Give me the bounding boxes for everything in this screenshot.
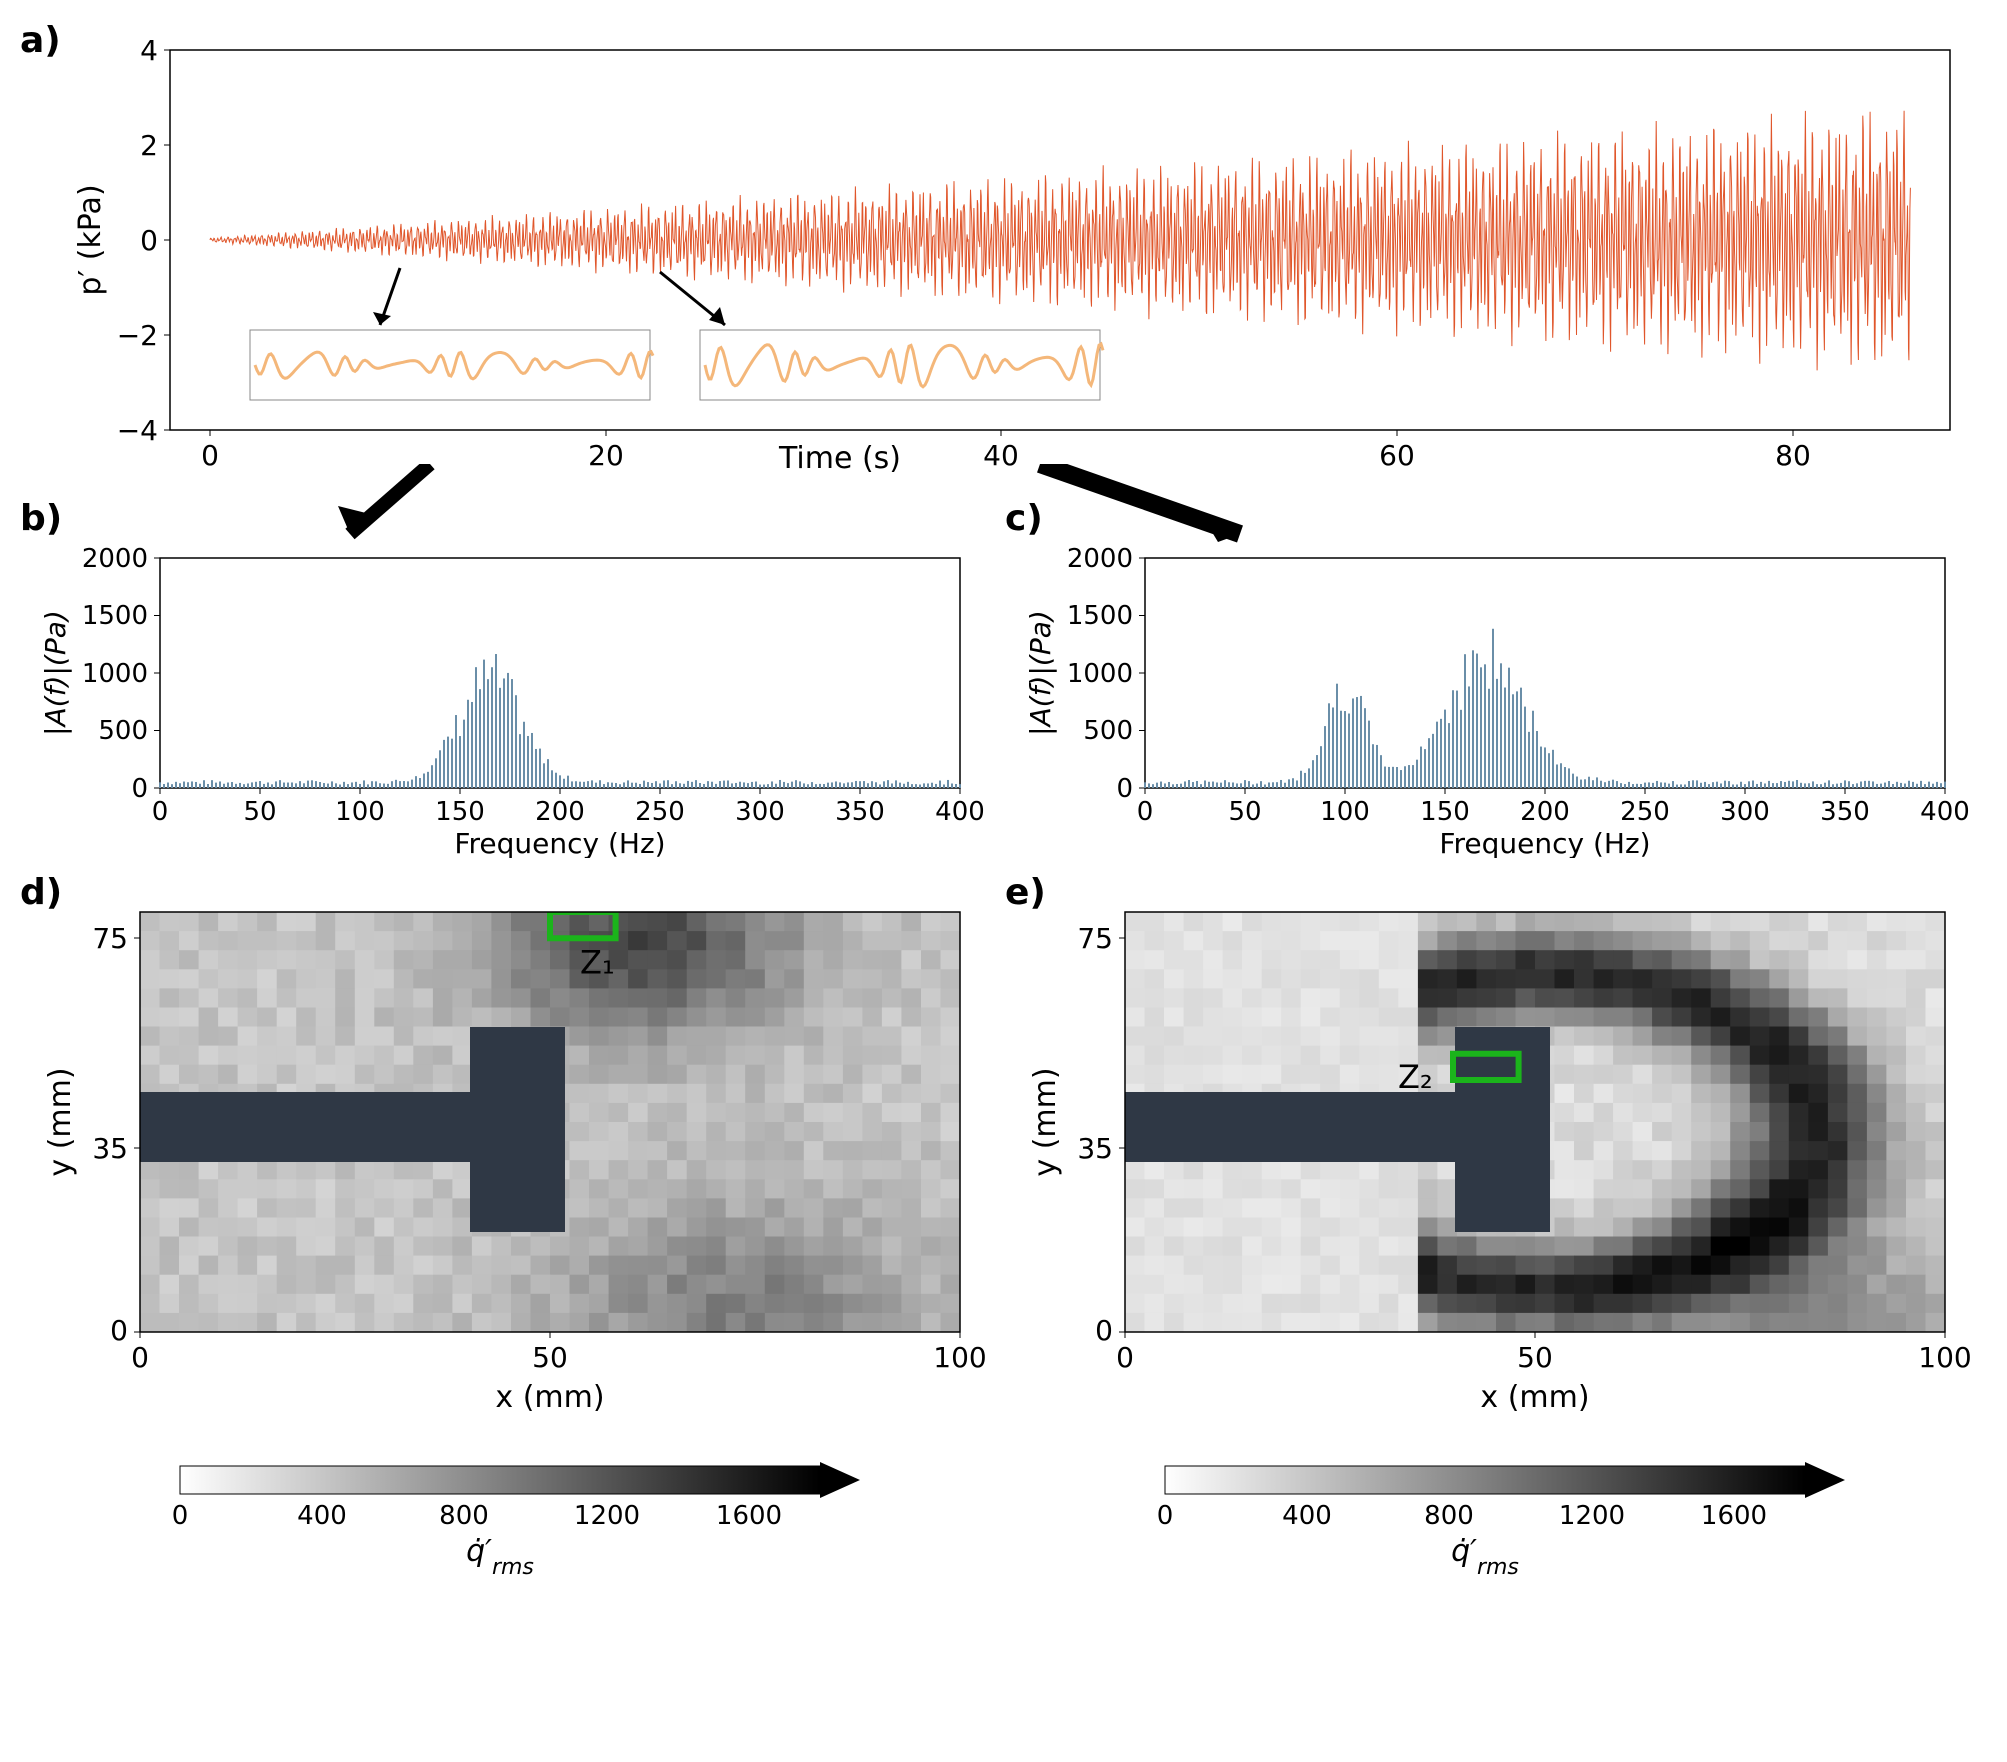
svg-text:350: 350 [1820, 797, 1870, 827]
colorbar-d-label: q̇′rms [466, 1534, 534, 1580]
panel-c-xlabel: Frequency (Hz) [1439, 827, 1650, 858]
svg-text:0: 0 [131, 1341, 149, 1374]
svg-text:400: 400 [1920, 797, 1970, 827]
panel-e-ylabel: y (mm) [1028, 1067, 1063, 1176]
svg-text:2000: 2000 [82, 544, 148, 574]
panel-a-inset2 [660, 272, 1103, 400]
panel-d-label: d) [20, 872, 62, 913]
svg-text:0: 0 [1116, 774, 1133, 804]
panel-a-label: a) [20, 20, 61, 61]
svg-text:0: 0 [1157, 1501, 1174, 1531]
svg-text:250: 250 [1620, 797, 1670, 827]
svg-text:100: 100 [1320, 797, 1370, 827]
svg-text:500: 500 [1083, 716, 1133, 746]
svg-text:400: 400 [1282, 1501, 1332, 1531]
svg-text:100: 100 [1918, 1341, 1970, 1374]
svg-text:50: 50 [532, 1341, 568, 1374]
panel-a-yticks: 4 2 0 −2 −4 [117, 34, 170, 447]
svg-text:2000: 2000 [1067, 544, 1133, 574]
panel-e-plot: Z₂ 75 35 0 0 50 100 x (mm) y (mm) [1005, 882, 1970, 1442]
svg-text:1600: 1600 [1701, 1501, 1767, 1531]
panel-e-xlabel: x (mm) [1480, 1380, 1589, 1415]
svg-text:75: 75 [1077, 922, 1113, 955]
colorbar-e-label: q̇′rms [1451, 1534, 1519, 1580]
svg-text:400: 400 [297, 1501, 347, 1531]
panel-a-ylabel: p′ (kPa) [73, 184, 108, 295]
panel-b-ylabel: |A(f)|(Pa) [39, 610, 72, 736]
panel-b-xlabel: Frequency (Hz) [454, 827, 665, 858]
svg-text:4: 4 [140, 34, 158, 67]
zone-label-z2: Z₂ [1398, 1058, 1433, 1096]
svg-text:1000: 1000 [82, 659, 148, 689]
svg-text:75: 75 [92, 922, 128, 955]
svg-text:0: 0 [1137, 797, 1154, 827]
panel-e-colorbar: 0 400 800 1200 1600 q̇′rms [1005, 1446, 1970, 1586]
svg-text:350: 350 [835, 797, 885, 827]
panel-c-bars [1144, 629, 1946, 788]
svg-text:150: 150 [435, 797, 485, 827]
svg-text:1600: 1600 [716, 1501, 782, 1531]
panel-a-plot: 4 2 0 −2 −4 0 20 40 60 80 Time (s) p′ (k… [60, 30, 1980, 490]
svg-text:1500: 1500 [82, 601, 148, 631]
zone-label-z1: Z₁ [580, 943, 615, 981]
panel-c-plot: 2000 1500 1000 500 0 0 50 100 150 200 25… [1005, 538, 1970, 858]
svg-text:300: 300 [735, 797, 785, 827]
svg-text:800: 800 [1424, 1501, 1474, 1531]
svg-text:−4: −4 [117, 414, 158, 447]
svg-text:100: 100 [933, 1341, 985, 1374]
panel-a-inset1 [250, 268, 653, 400]
svg-text:50: 50 [1228, 797, 1261, 827]
svg-text:400: 400 [935, 797, 985, 827]
svg-text:−2: −2 [117, 319, 158, 352]
panel-b-label: b) [20, 498, 62, 539]
down-arrows [20, 464, 1987, 544]
svg-text:50: 50 [1517, 1341, 1553, 1374]
svg-text:0: 0 [110, 1314, 128, 1347]
svg-text:200: 200 [1520, 797, 1570, 827]
svg-text:300: 300 [1720, 797, 1770, 827]
panel-d-colorbar: 0 400 800 1200 1600 q̇′rms [20, 1446, 985, 1586]
svg-text:0: 0 [152, 797, 169, 827]
svg-text:0: 0 [131, 774, 148, 804]
svg-text:2: 2 [140, 129, 158, 162]
panel-d-xlabel: x (mm) [495, 1380, 604, 1415]
panel-e-label: e) [1005, 872, 1046, 913]
svg-text:100: 100 [335, 797, 385, 827]
svg-text:200: 200 [535, 797, 585, 827]
svg-text:1200: 1200 [1559, 1501, 1625, 1531]
svg-text:1000: 1000 [1067, 659, 1133, 689]
svg-text:35: 35 [92, 1132, 128, 1165]
svg-text:0: 0 [1116, 1341, 1134, 1374]
svg-text:35: 35 [1077, 1132, 1113, 1165]
panel-c-ylabel: |A(f)|(Pa) [1024, 610, 1057, 736]
svg-text:1500: 1500 [1067, 601, 1133, 631]
svg-text:500: 500 [98, 716, 148, 746]
panel-d-plot: Z₁ 75 35 0 0 50 100 x (mm) y (mm) [20, 882, 985, 1442]
panel-c-label: c) [1005, 498, 1043, 539]
figure-root: a) 4 2 0 −2 −4 0 20 40 60 80 Time (s) p′… [20, 20, 1987, 1590]
panel-d-ylabel: y (mm) [43, 1067, 78, 1176]
svg-text:0: 0 [172, 1501, 189, 1531]
panel-b-plot: 2000 1500 1000 500 0 0 50 100 150 200 25… [20, 538, 985, 858]
svg-text:50: 50 [243, 797, 276, 827]
svg-text:0: 0 [1095, 1314, 1113, 1347]
panel-b-bars [159, 654, 961, 788]
svg-text:0: 0 [140, 224, 158, 257]
svg-text:800: 800 [439, 1501, 489, 1531]
svg-text:150: 150 [1420, 797, 1470, 827]
svg-text:250: 250 [635, 797, 685, 827]
svg-text:1200: 1200 [574, 1501, 640, 1531]
